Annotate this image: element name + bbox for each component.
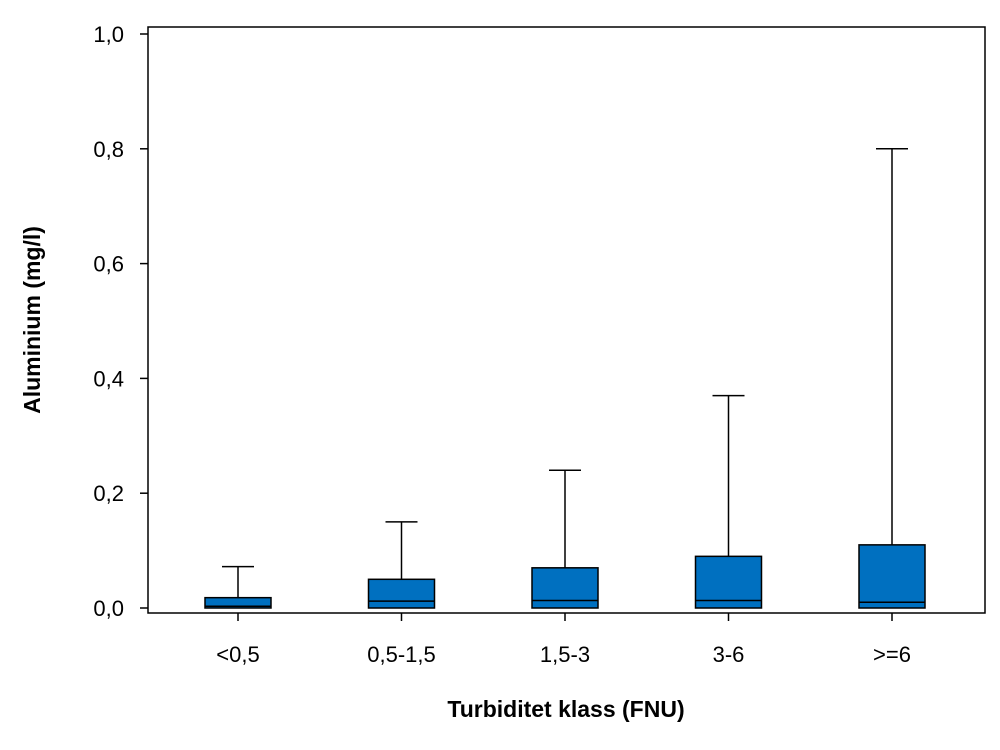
box-body <box>694 555 763 609</box>
box-body <box>858 544 926 609</box>
boxes-group <box>204 148 926 609</box>
y-axis: 0,0 0,2 0,4 0,6 0,8 1,0 <box>93 22 148 621</box>
plot-area-frame <box>147 26 986 614</box>
box-3 <box>694 394 763 609</box>
box-body <box>204 596 272 609</box>
x-tick-label: <0,5 <box>216 642 259 667</box>
y-tick-label: 0,8 <box>93 137 124 162</box>
box-1 <box>367 521 436 609</box>
y-tick-label: 0,4 <box>93 366 124 391</box>
x-axis-title: Turbiditet klass (FNU) <box>447 696 684 722</box>
x-tick-label: 0,5-1,5 <box>367 642 436 667</box>
box-0 <box>204 565 272 609</box>
box-body <box>531 567 599 609</box>
box-body <box>367 578 436 609</box>
x-tick-label: 3-6 <box>713 642 745 667</box>
y-tick-label: 1,0 <box>93 22 124 47</box>
y-tick-label: 0,0 <box>93 596 124 621</box>
y-axis-title: Aluminium (mg/l) <box>19 226 45 414</box>
x-tick-label: >=6 <box>873 642 911 667</box>
x-axis: <0,5 0,5-1,5 1,5-3 3-6 >=6 <box>216 613 911 667</box>
x-tick-label: 1,5-3 <box>540 642 590 667</box>
y-tick-label: 0,2 <box>93 481 124 506</box>
box-4 <box>858 148 926 609</box>
y-tick-label: 0,6 <box>93 252 124 277</box>
box-2 <box>531 469 599 609</box>
